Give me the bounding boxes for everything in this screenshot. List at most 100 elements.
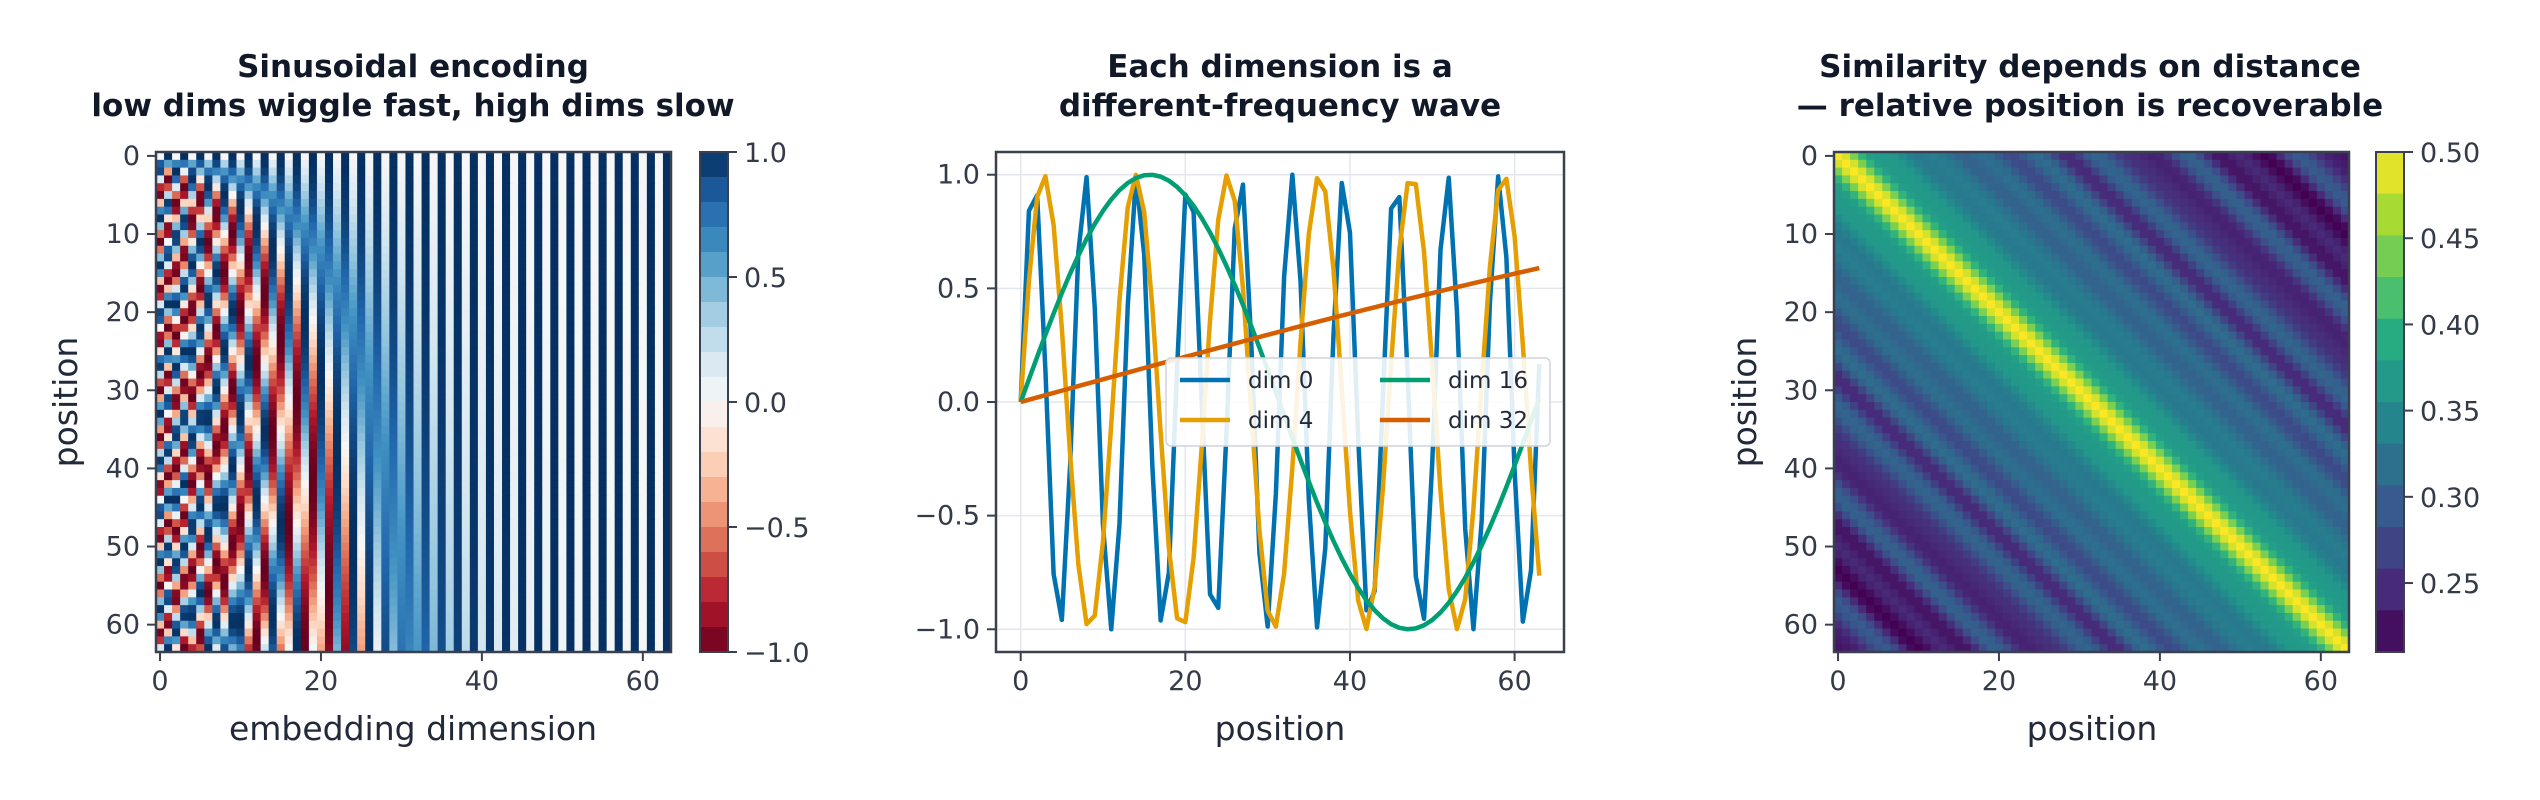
encoding-cell — [654, 253, 664, 262]
encoding-cell — [357, 620, 366, 630]
encoding-cell — [308, 542, 318, 551]
encoding-cell — [550, 612, 559, 622]
encoding-cell — [212, 495, 221, 505]
encoding-cell — [550, 159, 559, 169]
encoding-cell — [646, 300, 656, 309]
similarity-cell — [2196, 152, 2205, 161]
similarity-cell — [2324, 222, 2334, 231]
similarity-cell — [1938, 167, 1948, 176]
encoding-cell — [397, 417, 406, 426]
encoding-cell — [638, 636, 648, 645]
encoding-cell — [606, 589, 616, 598]
encoding-cell — [493, 222, 503, 231]
encoding-cell — [413, 394, 423, 403]
encoding-cell — [276, 167, 286, 176]
encoding-cell — [333, 183, 342, 192]
encoding-cell — [204, 644, 213, 653]
encoding-cell — [228, 534, 237, 544]
encoding-cell — [461, 394, 471, 403]
similarity-cell — [2236, 167, 2245, 176]
encoding-cell — [389, 511, 398, 520]
encoding-cell — [324, 277, 334, 286]
encoding-cell — [429, 550, 439, 559]
panel2-xtick-20: 20 — [1168, 666, 1202, 697]
encoding-cell — [220, 456, 229, 465]
encoding-cell — [188, 581, 197, 590]
encoding-cell — [534, 214, 543, 223]
encoding-cell — [518, 464, 527, 473]
similarity-cell — [2043, 159, 2052, 169]
encoding-cell — [188, 191, 197, 200]
encoding-cell — [526, 503, 535, 512]
encoding-cell — [172, 316, 181, 325]
encoding-cell — [413, 339, 423, 348]
similarity-cell — [2332, 237, 2342, 247]
encoding-cell — [244, 644, 254, 653]
encoding-cell — [365, 292, 374, 301]
encoding-cell — [461, 191, 471, 200]
similarity-cell — [2268, 206, 2278, 215]
encoding-cell — [220, 245, 229, 255]
encoding-cell — [349, 464, 358, 473]
encoding-cell — [590, 550, 600, 559]
encoding-cell — [550, 323, 559, 333]
encoding-cell — [333, 191, 342, 200]
encoding-cell — [180, 347, 189, 356]
encoding-cell — [236, 362, 246, 372]
encoding-cell — [510, 472, 519, 481]
encoding-cell — [308, 558, 318, 567]
encoding-cell — [156, 269, 165, 278]
encoding-cell — [445, 636, 455, 645]
encoding-cell — [598, 542, 608, 551]
encoding-cell — [228, 542, 237, 551]
similarity-cell — [1930, 222, 1940, 231]
similarity-cell — [2171, 183, 2181, 192]
encoding-cell — [236, 480, 246, 489]
encoding-cell — [397, 378, 406, 387]
encoding-cell — [534, 277, 543, 286]
colorbar-band — [700, 327, 728, 353]
encoding-cell — [308, 472, 318, 481]
encoding-cell — [534, 284, 543, 294]
encoding-cell — [188, 214, 197, 223]
encoding-cell — [276, 277, 286, 286]
encoding-cell — [405, 503, 414, 512]
similarity-cell — [1882, 183, 1891, 192]
similarity-cell — [1850, 175, 1859, 184]
encoding-cell — [389, 370, 398, 380]
similarity-cell — [1842, 222, 1851, 231]
encoding-cell — [630, 534, 640, 544]
encoding-cell — [381, 612, 390, 622]
colorbar-band — [700, 402, 728, 428]
encoding-cell — [324, 183, 334, 192]
encoding-cell — [308, 636, 318, 645]
encoding-cell — [397, 448, 406, 458]
encoding-cell — [453, 284, 463, 294]
encoding-cell — [614, 519, 624, 528]
encoding-cell — [172, 425, 181, 434]
encoding-cell — [276, 425, 286, 434]
encoding-cell — [590, 214, 600, 223]
encoding-cell — [180, 409, 189, 419]
encoding-cell — [638, 527, 648, 536]
encoding-cell — [284, 183, 294, 192]
encoding-cell — [292, 394, 302, 403]
similarity-cell — [2292, 230, 2302, 239]
encoding-cell — [590, 464, 600, 473]
encoding-cell — [437, 519, 447, 528]
encoding-cell — [421, 253, 431, 262]
encoding-cell — [453, 464, 463, 473]
legend-label-dim-32: dim 32 — [1448, 408, 1528, 434]
encoding-cell — [566, 620, 575, 630]
encoding-cell — [413, 487, 423, 497]
encoding-cell — [196, 292, 205, 301]
encoding-cell — [429, 152, 439, 161]
similarity-cell — [1906, 214, 1915, 223]
similarity-cell — [2220, 152, 2229, 161]
encoding-cell — [333, 323, 342, 333]
encoding-cell — [429, 183, 439, 192]
encoding-cell — [389, 644, 398, 653]
encoding-cell — [493, 237, 503, 247]
encoding-cell — [662, 284, 672, 294]
encoding-cell — [220, 433, 229, 442]
